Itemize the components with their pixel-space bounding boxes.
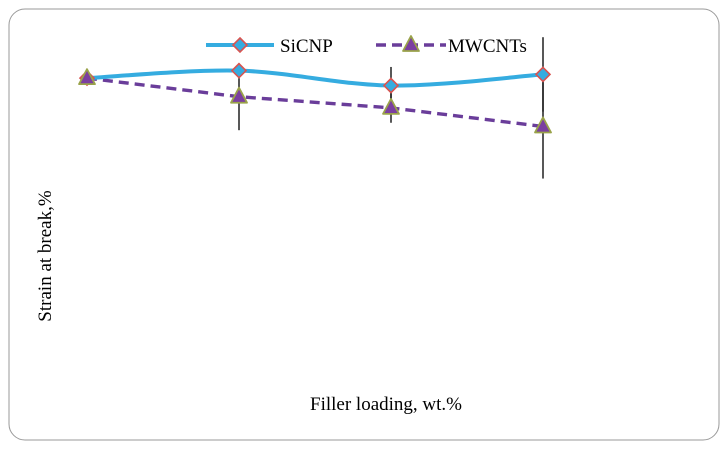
marker-sicnp-2: [382, 77, 400, 94]
legend-label-mwcnts: MWCNTs: [448, 36, 527, 57]
marker-mwcnts-0: [78, 68, 96, 86]
legend: SiCNP MWCNTs: [206, 35, 527, 57]
marker-mwcnts-1: [230, 86, 248, 104]
legend-label-sicnp: SiCNP: [280, 36, 333, 57]
legend-item-sicnp: SiCNP: [206, 36, 333, 57]
y-axis-title: Strain at break,%: [35, 190, 56, 322]
series-lines: [86, 68, 544, 129]
marker-sicnp-3: [534, 66, 552, 83]
series-line-mwcnts: [86, 76, 544, 129]
legend-marker-mwcnts: [402, 35, 420, 52]
marker-mwcnts-3: [534, 116, 552, 134]
legend-item-mwcnts: MWCNTs: [376, 35, 527, 57]
marker-sicnp-1: [230, 62, 248, 79]
series-markers: [78, 62, 552, 134]
marker-mwcnts-2: [382, 97, 400, 115]
chart-frame: [8, 8, 720, 441]
legend-marker-shape-sicnp: [231, 36, 249, 54]
plot-area: [78, 37, 552, 179]
x-axis-title: Filler loading, wt.%: [310, 394, 462, 415]
legend-marker-sicnp: [231, 36, 249, 54]
legend-marker-shape-mwcnts: [402, 35, 420, 52]
series-line-sicnp: [86, 68, 544, 88]
